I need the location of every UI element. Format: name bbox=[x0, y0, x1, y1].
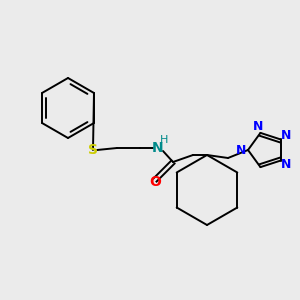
Text: S: S bbox=[88, 143, 98, 157]
Text: N: N bbox=[152, 141, 164, 155]
Text: N: N bbox=[236, 143, 246, 157]
Text: N: N bbox=[253, 120, 263, 133]
Text: H: H bbox=[160, 135, 168, 145]
Text: N: N bbox=[281, 129, 291, 142]
Text: O: O bbox=[149, 175, 161, 189]
Text: N: N bbox=[281, 158, 291, 171]
